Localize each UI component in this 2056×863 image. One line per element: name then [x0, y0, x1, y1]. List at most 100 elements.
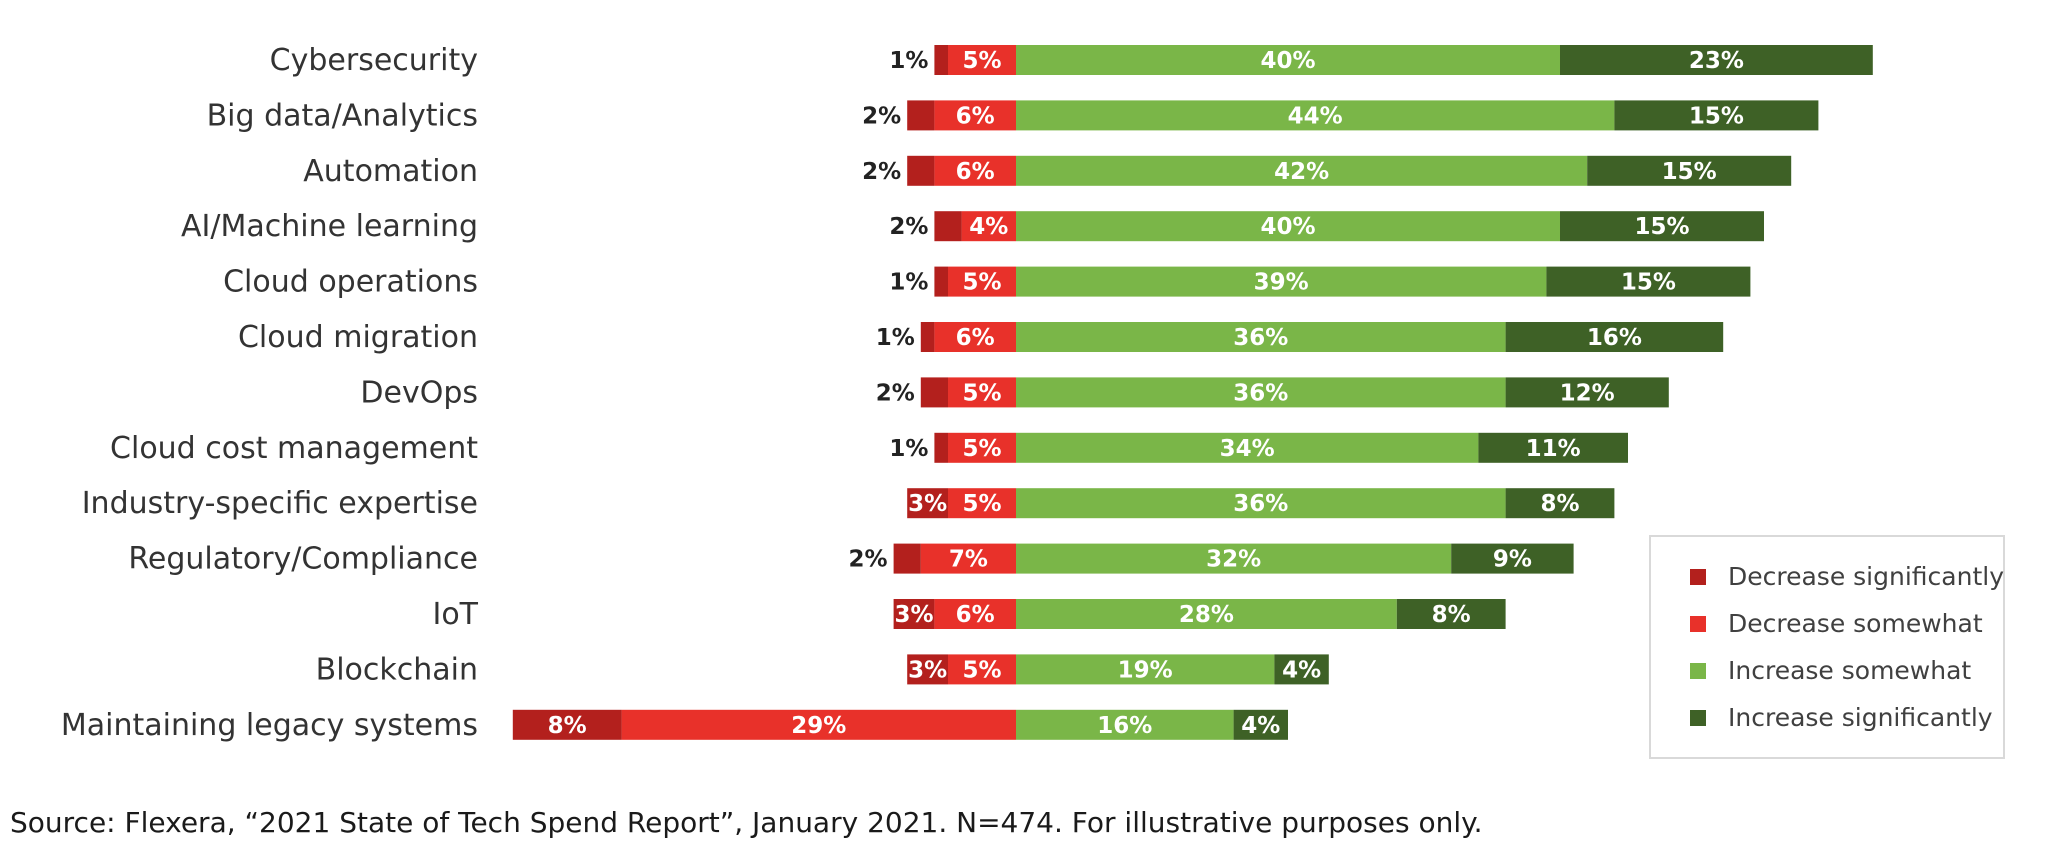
bar-segment — [1505, 377, 1669, 408]
bar-segment — [1016, 543, 1452, 574]
legend-label: Decrease significantly — [1728, 562, 2004, 591]
bar-segment — [1016, 322, 1506, 352]
bar-segment — [1274, 654, 1329, 685]
category-label: AI/Machine learning — [181, 209, 478, 244]
bar-value-label: 16% — [1097, 713, 1152, 739]
bar-value-label: 5% — [962, 380, 1001, 406]
bar-value-label: 44% — [1288, 103, 1343, 129]
bar-value-label: 29% — [791, 713, 846, 739]
bar-segment — [1505, 488, 1615, 519]
bar-value-label: 34% — [1220, 436, 1275, 462]
bar-value-label: 5% — [962, 657, 1001, 683]
bar-segment — [934, 599, 1016, 629]
bar-value-label: 12% — [1560, 380, 1615, 406]
bar-value-label: 2% — [862, 103, 901, 129]
bar-segment — [948, 266, 1016, 297]
category-label: Automation — [303, 154, 478, 189]
bar-value-label: 19% — [1118, 657, 1173, 683]
category-label: DevOps — [360, 375, 478, 410]
bar-segment — [934, 322, 1016, 352]
bar-value-label: 36% — [1233, 491, 1288, 517]
bar-segment — [1587, 155, 1792, 186]
bar-value-label: 2% — [862, 159, 901, 185]
bar-value-label: 4% — [969, 214, 1008, 240]
bar-segment — [948, 488, 1016, 519]
bar-value-label: 3% — [908, 491, 947, 517]
category-label: Cloud cost management — [110, 431, 478, 466]
bar-segment — [1233, 709, 1288, 740]
category-label: Cloud migration — [238, 320, 478, 355]
bar-value-label: 15% — [1689, 103, 1744, 129]
bar-segment — [934, 432, 948, 463]
bar-segment — [1560, 211, 1764, 242]
legend-label: Decrease somewhat — [1728, 609, 1983, 638]
bar-value-label: 7% — [949, 547, 988, 573]
bar-segment — [934, 155, 1016, 186]
legend-swatch — [1690, 616, 1706, 632]
legend-box — [1649, 535, 2005, 759]
category-label: Regulatory/Compliance — [128, 542, 478, 577]
bar-segment — [948, 654, 1016, 685]
bar-value-label: 1% — [889, 436, 928, 462]
bar-segment — [1396, 599, 1506, 629]
bar-value-label: 40% — [1260, 214, 1315, 240]
category-label: Cybersecurity — [270, 43, 478, 78]
bar-value-label: 2% — [849, 547, 888, 573]
bar-segment — [920, 377, 948, 408]
bar-value-label: 4% — [1282, 657, 1321, 683]
legend-swatch — [1690, 663, 1706, 679]
bar-segment — [512, 709, 622, 740]
category-label: Blockchain — [316, 652, 478, 687]
bar-segment — [907, 654, 948, 685]
bar-value-label: 8% — [548, 713, 587, 739]
bar-segment — [1016, 432, 1479, 463]
bar-segment — [1016, 155, 1588, 186]
bar-value-label: 1% — [876, 325, 915, 351]
bar-value-label: 1% — [889, 270, 928, 296]
legend-swatch — [1690, 710, 1706, 726]
bar-segment — [920, 543, 1016, 574]
bar-segment — [948, 45, 1016, 75]
legend-label: Increase significantly — [1728, 703, 1993, 732]
bar-value-label: 5% — [962, 270, 1001, 296]
bar-segment — [1016, 709, 1234, 740]
bar-segment — [893, 543, 921, 574]
bar-value-label: 15% — [1621, 270, 1676, 296]
bar-value-label: 9% — [1493, 547, 1532, 573]
bar-value-label: 11% — [1526, 436, 1581, 462]
bar-value-label: 15% — [1662, 159, 1717, 185]
bar-value-label: 6% — [956, 103, 995, 129]
bar-segment — [1478, 432, 1628, 463]
legend-swatch — [1690, 569, 1706, 585]
bar-value-label: 5% — [962, 48, 1001, 74]
bar-value-label: 2% — [889, 214, 928, 240]
bar-value-label: 16% — [1587, 325, 1642, 351]
bar-segment — [1016, 377, 1506, 408]
diverging-bar-chart: Cybersecurity 5% 1% 40% 23% Big data/Analytic… — [61, 43, 2005, 759]
bar-segment — [1560, 45, 1873, 75]
bar-value-label: 6% — [956, 159, 995, 185]
bar-segment — [1614, 100, 1819, 131]
bar-value-label: 28% — [1179, 602, 1234, 628]
bar-value-label: 2% — [876, 380, 915, 406]
bar-value-label: 36% — [1233, 380, 1288, 406]
bar-value-label: 40% — [1260, 48, 1315, 74]
bar-value-label: 1% — [889, 48, 928, 74]
bar-segment — [1451, 543, 1574, 574]
bar-segment — [907, 100, 935, 131]
bar-value-label: 42% — [1274, 159, 1329, 185]
bar-segment — [893, 599, 935, 629]
bar-value-label: 3% — [894, 602, 933, 628]
bar-segment — [1016, 599, 1397, 629]
bar-value-label: 5% — [962, 491, 1001, 517]
bar-segment — [1016, 100, 1615, 131]
bar-segment — [621, 709, 1016, 740]
category-label: Maintaining legacy systems — [61, 708, 478, 743]
bar-segment — [934, 211, 962, 242]
source-footnote: Source: Flexera, “2021 State of Tech Spe… — [10, 806, 1483, 839]
category-label: Industry-specific expertise — [82, 486, 478, 521]
bar-segment — [1016, 488, 1506, 519]
legend-label: Increase somewhat — [1728, 656, 1971, 685]
bar-value-label: 8% — [1540, 491, 1579, 517]
